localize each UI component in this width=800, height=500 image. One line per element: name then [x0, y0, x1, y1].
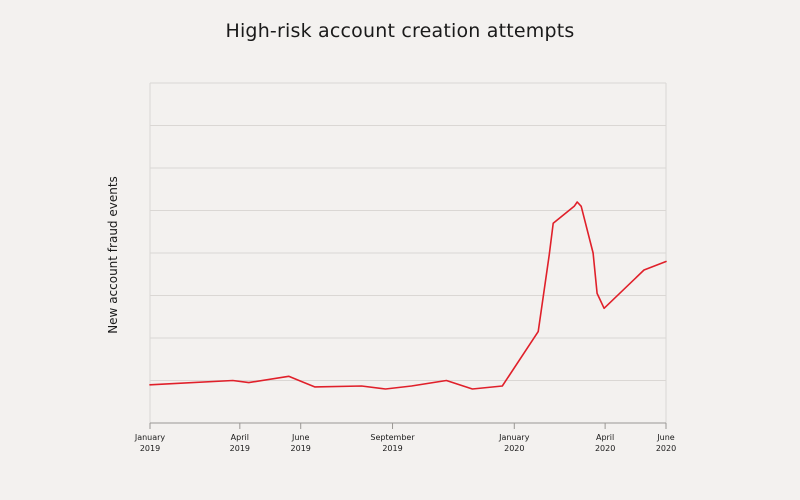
x-tick-label-month: January	[498, 433, 530, 442]
x-tick-label-month: April	[231, 433, 249, 442]
x-tick-label-year: 2019	[291, 444, 311, 453]
x-tick-label-year: 2019	[382, 444, 402, 453]
x-tick-label-month: April	[596, 433, 614, 442]
axes	[149, 83, 667, 424]
x-tick-label-year: 2020	[504, 444, 524, 453]
x-tick-label-month: September	[370, 433, 415, 442]
x-tick-label-month: June	[291, 433, 310, 442]
x-tick-label-year: 2020	[595, 444, 615, 453]
x-axis-ticks: January 2019 April 2019 June 2019 September 201…	[134, 423, 676, 453]
x-tick-label-year: 2019	[230, 444, 250, 453]
grid-lines	[150, 82, 666, 381]
x-tick-label-year: 2019	[140, 444, 160, 453]
x-tick-label-month: June	[656, 433, 675, 442]
series-line	[149, 201, 667, 390]
x-tick-label-month: January	[134, 433, 166, 442]
series-group	[149, 201, 667, 390]
x-tick-label-year: 2020	[656, 444, 676, 453]
chart-title: High-risk account creation attempts	[225, 20, 575, 42]
